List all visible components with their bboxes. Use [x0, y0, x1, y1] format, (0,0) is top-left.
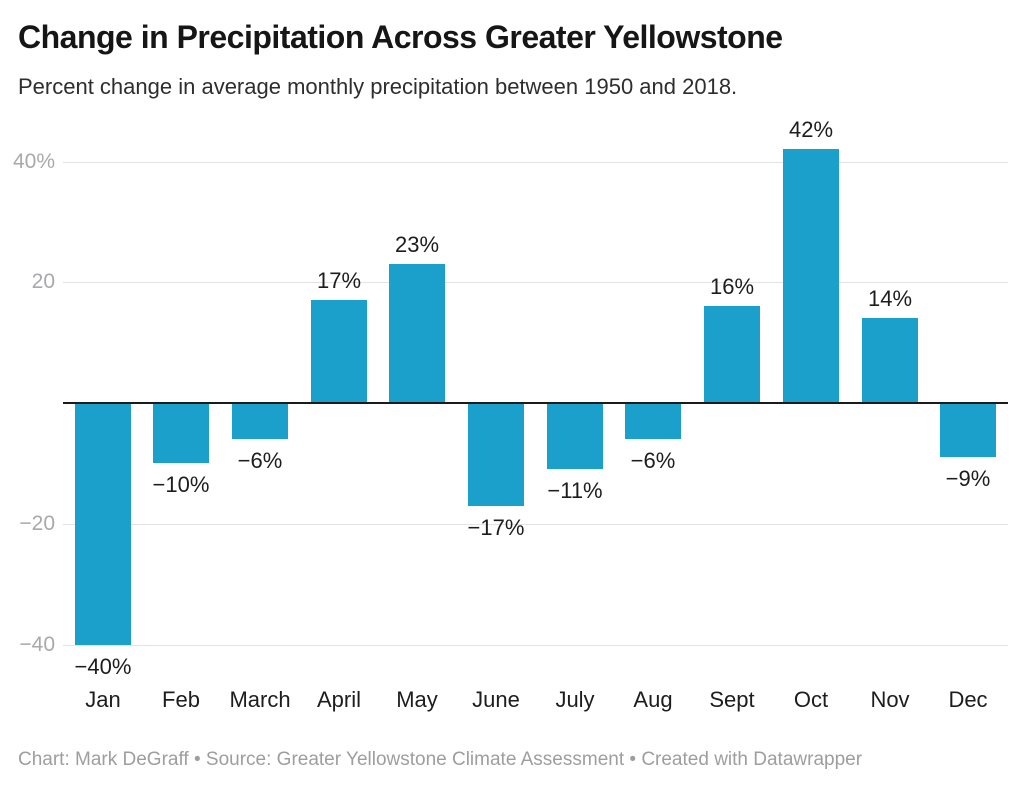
x-axis-label-dec: Dec	[948, 687, 988, 712]
x-axis-label-july: July	[555, 687, 595, 712]
gridline--20	[63, 524, 1008, 525]
bar-jan	[75, 404, 131, 645]
bar-aug	[625, 404, 681, 439]
y-axis-tick-label--40: −40	[19, 633, 55, 656]
bar-march	[232, 404, 288, 439]
bar-value-label-june: −17%	[467, 515, 525, 540]
x-axis-label-aug: Aug	[633, 687, 673, 712]
bar-oct	[783, 149, 839, 403]
bar-feb	[153, 404, 209, 463]
gridline--40	[63, 645, 1008, 646]
x-axis-label-jan: Jan	[85, 687, 121, 712]
chart-footer-attribution: Chart: Mark DeGraff • Source: Greater Ye…	[18, 749, 863, 770]
bar-dec	[940, 404, 996, 457]
zero-baseline	[63, 402, 1008, 404]
bar-may	[389, 264, 445, 403]
bar-value-label-july: −11%	[547, 478, 603, 503]
gridline-20	[63, 282, 1008, 283]
bar-value-label-oct: 42%	[788, 117, 834, 142]
bar-sept	[704, 306, 760, 403]
chart-subtitle: Percent change in average monthly precip…	[18, 74, 738, 99]
bar-value-label-sept: 16%	[709, 274, 755, 299]
y-axis-tick-label-40: 40%	[12, 150, 55, 173]
x-axis-label-sept: Sept	[709, 687, 755, 712]
bar-july	[547, 404, 603, 469]
bar-nov	[862, 318, 918, 403]
bar-value-label-nov: 14%	[867, 286, 913, 311]
x-axis-label-march: March	[229, 687, 291, 712]
bar-value-label-may: 23%	[394, 232, 440, 257]
bar-value-label-march: −6%	[237, 448, 283, 473]
y-axis-tick-label--20: −20	[19, 512, 55, 535]
x-axis-label-nov: Nov	[870, 687, 910, 712]
chart-title: Change in Precipitation Across Greater Y…	[18, 19, 783, 55]
bar-value-label-april: 17%	[316, 268, 362, 293]
bar-value-label-feb: −10%	[152, 472, 210, 497]
bar-value-label-jan: −40%	[74, 654, 132, 679]
bar-value-label-aug: −6%	[630, 448, 676, 473]
bar-april	[311, 300, 367, 403]
bar-june	[468, 404, 524, 506]
gridline-40	[63, 162, 1008, 163]
x-axis-label-may: May	[396, 687, 438, 712]
x-axis-label-april: April	[316, 687, 361, 712]
x-axis-label-feb: Feb	[162, 687, 200, 712]
y-axis-tick-label-20: 20	[31, 270, 55, 293]
x-axis-label-oct: Oct	[793, 687, 829, 712]
x-axis-label-june: June	[472, 687, 520, 712]
bar-value-label-dec: −9%	[945, 466, 991, 491]
